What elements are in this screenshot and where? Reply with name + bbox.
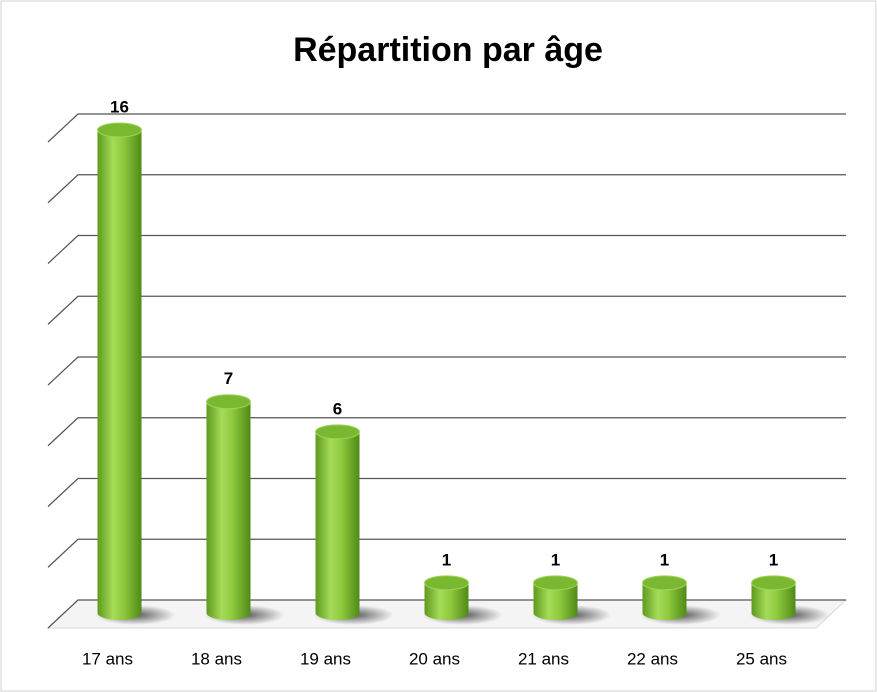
bar <box>206 394 251 621</box>
data-label: 1 <box>660 550 669 569</box>
grid-line <box>47 356 846 386</box>
bar <box>642 575 687 621</box>
bar <box>97 122 142 621</box>
grid-line <box>47 113 846 143</box>
data-label: 1 <box>442 550 451 569</box>
grid-line <box>47 417 846 447</box>
x-tick-label: 20 ans <box>409 649 460 668</box>
x-tick-label: 17 ans <box>82 649 133 668</box>
bar <box>424 575 469 621</box>
data-label: 16 <box>110 97 129 116</box>
chart-title: Répartition par âge <box>293 31 603 69</box>
grid-line <box>47 477 846 507</box>
data-label: 1 <box>551 550 560 569</box>
grid-line <box>47 234 846 264</box>
bar <box>751 575 796 621</box>
data-label: 7 <box>224 369 233 388</box>
x-tick-label: 25 ans <box>736 649 787 668</box>
bar <box>533 575 578 621</box>
x-tick-label: 19 ans <box>300 649 351 668</box>
x-tick-label: 22 ans <box>627 649 678 668</box>
x-tick-label: 18 ans <box>191 649 242 668</box>
bar <box>315 424 360 621</box>
grid-line <box>47 599 846 629</box>
data-label: 1 <box>769 550 778 569</box>
grid-line <box>47 295 846 325</box>
grid-line <box>47 538 846 568</box>
data-label: 6 <box>333 399 342 418</box>
x-tick-label: 21 ans <box>518 649 569 668</box>
grid-line <box>47 174 846 204</box>
